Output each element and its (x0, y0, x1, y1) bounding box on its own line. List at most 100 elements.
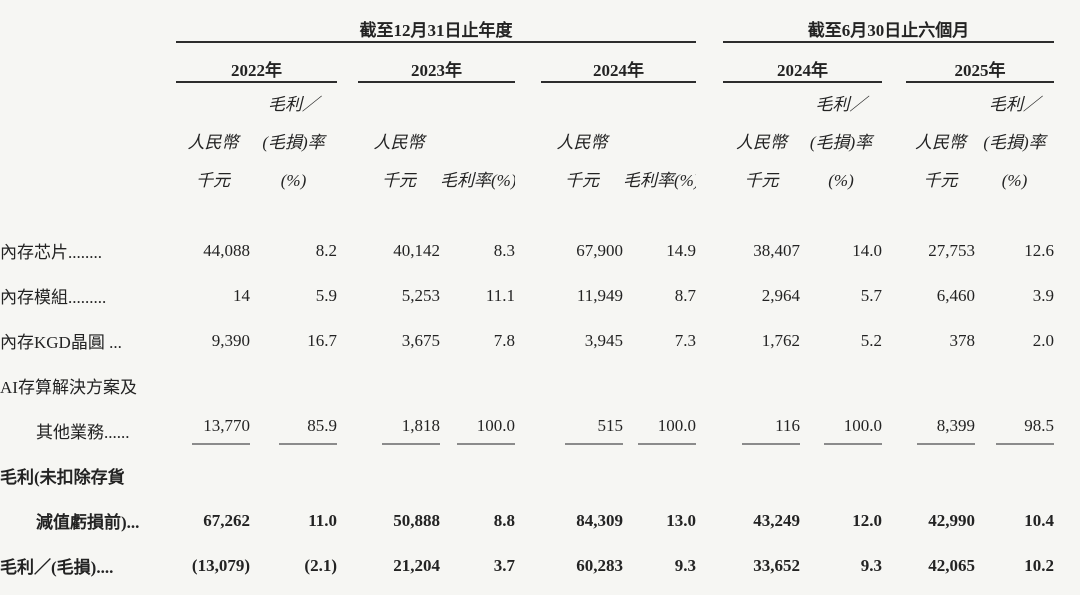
value-cell: 33,652 (753, 555, 800, 575)
column-gap (1054, 0, 1080, 42)
column-gap (1054, 498, 1080, 543)
row-label: 內存模組......... (0, 288, 107, 307)
table-row: 截至12月31日止年度 截至6月30日止六個月 (0, 0, 1080, 43)
value-cell: 11.1 (485, 285, 515, 305)
value-cell: 7.3 (674, 330, 696, 350)
corner-cell (0, 0, 176, 42)
value-cell: 16.7 (307, 330, 337, 350)
value-cell: 8.2 (315, 240, 337, 260)
column-gap (696, 82, 723, 200)
row-label: 毛利／(毛損).... (0, 558, 114, 577)
column-gap (696, 543, 723, 588)
value-cell: 60,283 (576, 555, 623, 575)
value-cell: 67,900 (576, 240, 623, 260)
value-cell: 8.8 (493, 510, 515, 530)
value-cell: 7.8 (493, 330, 515, 350)
value-cell: 27,753 (928, 240, 975, 260)
value-cell: 9.3 (674, 555, 696, 575)
value-cell: 14 (233, 285, 250, 305)
value-cell: 12.6 (1024, 240, 1055, 260)
column-gap (882, 498, 906, 543)
value-cell: 8,399 (906, 408, 975, 453)
unit-header-rate: 毛利率(%) (623, 171, 696, 190)
column-gap (882, 82, 906, 200)
value-cell: 100.0 (623, 408, 696, 453)
value-cell: 38,407 (753, 240, 800, 260)
column-gap (882, 408, 906, 453)
value-cell: 3,675 (401, 330, 440, 350)
table-row-memory-modules: 內存模組......... 14 5.9 5,253 11.1 11,949 8… (0, 273, 1080, 318)
period-group-interim: 截至6月30日止六個月 (723, 0, 1055, 43)
table-row-ai-solutions-other: 其他業務...... 13,770 85.9 1,818 100.0 515 1… (0, 408, 1080, 453)
table-row-memory-kgd-wafers: 內存KGD晶圓 ... 9,390 16.7 3,675 7.8 3,945 7… (0, 318, 1080, 363)
year-header-2024: 2024年 (541, 42, 696, 83)
row-label: 內存KGD晶圓 ... (0, 333, 122, 352)
value-cell: 5.7 (860, 285, 882, 305)
column-gap (337, 318, 358, 363)
value-cell: 10.2 (1024, 555, 1055, 575)
column-gap (696, 228, 723, 273)
value-cell: 43,249 (753, 510, 800, 530)
unit-header-rate: 毛利／ (毛損)率 (%) (262, 95, 325, 190)
column-gap (882, 273, 906, 318)
table-row-ai-solutions-line1: AI存算解決方案及 (0, 363, 1080, 408)
row-label: 減值虧損前)... (36, 513, 140, 532)
unit-header-rate: 毛利／ (毛損)率 (%) (809, 95, 873, 190)
column-gap (515, 408, 541, 453)
column-gap (1054, 408, 1080, 453)
column-gap (1054, 273, 1080, 318)
column-gap (1054, 228, 1080, 273)
spacer-row (0, 200, 1080, 228)
unit-header-amount: 人民幣 千元 (736, 133, 787, 190)
value-cell: (2.1) (304, 555, 337, 575)
column-gap (1054, 82, 1080, 200)
column-gap (515, 498, 541, 543)
period-group-annual: 截至12月31日止年度 (176, 0, 696, 43)
column-gap (515, 228, 541, 273)
value-cell: 42,990 (928, 510, 975, 530)
column-gap (337, 408, 358, 453)
column-gap (882, 543, 906, 588)
table-row-gross-profit-loss: 毛利／(毛損).... (13,079) (2.1) 21,204 3.7 60… (0, 543, 1080, 588)
column-gap (337, 498, 358, 543)
column-gap (882, 42, 906, 82)
value-cell: 1,762 (761, 330, 800, 350)
value-cell: 116 (723, 408, 800, 453)
year-header-2023: 2023年 (358, 42, 515, 83)
column-gap (1054, 42, 1080, 82)
value-cell: (13,079) (191, 555, 250, 575)
column-gap (515, 82, 541, 200)
value-cell: 85.9 (250, 408, 337, 453)
column-gap (337, 42, 358, 82)
corner-cell (0, 42, 176, 82)
unit-header-amount: 人民幣 千元 (915, 133, 966, 190)
value-cell: 5.9 (315, 285, 337, 305)
unit-header-amount: 人民幣 千元 (187, 133, 239, 190)
empty-cells (176, 453, 1080, 498)
value-cell: 2,964 (761, 285, 800, 305)
value-cell: 13,770 (176, 408, 250, 453)
value-cell: 515 (541, 408, 623, 453)
value-cell: 11.0 (308, 510, 337, 530)
column-gap (515, 543, 541, 588)
value-cell: 3,945 (584, 330, 623, 350)
value-cell: 1,818 (358, 408, 440, 453)
table-row: 2022年 2023年 2024年 2024年 2025年 (0, 42, 1080, 83)
value-cell: 21,204 (393, 555, 440, 575)
year-header-2025-interim: 2025年 (906, 42, 1055, 83)
value-cell: 6,460 (936, 285, 975, 305)
table-row-memory-chips: 內存芯片........ 44,088 8.2 40,142 8.3 67,90… (0, 228, 1080, 273)
unit-header-amount: 人民幣 千元 (373, 133, 425, 190)
unit-header-rate: 毛利率(%) (440, 171, 515, 190)
column-gap (515, 42, 541, 82)
value-cell: 40,142 (393, 240, 440, 260)
value-cell: 8.7 (674, 285, 696, 305)
column-gap (696, 0, 723, 42)
year-header-2022: 2022年 (176, 42, 337, 83)
value-cell: 67,262 (203, 510, 250, 530)
value-cell: 13.0 (666, 510, 696, 530)
column-gap (696, 273, 723, 318)
column-gap (337, 273, 358, 318)
